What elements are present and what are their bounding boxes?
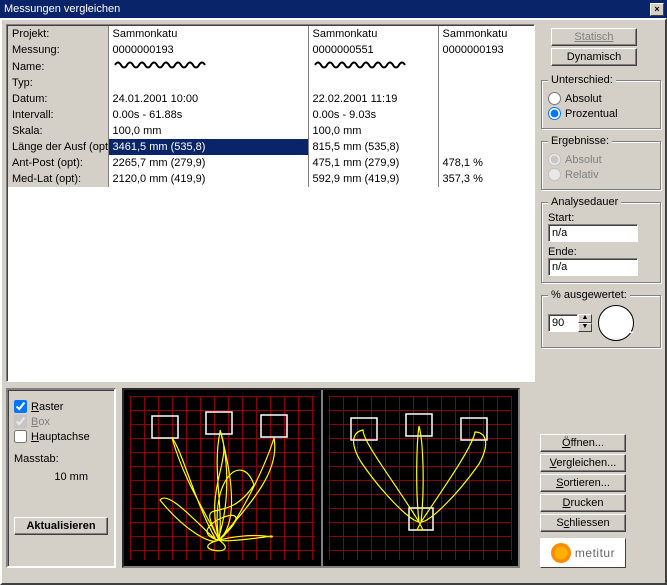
col2-datum: 22.02.2001 11:19 [308,91,438,107]
col2-intervall: 0.00s - 9.03s [308,107,438,123]
col1-datum: 24.01.2001 10:00 [108,91,308,107]
label-datum: Datum: [8,91,108,107]
pie-icon [598,305,634,341]
col3-messung: 0000000193 [438,42,533,58]
ende-input[interactable] [548,258,638,276]
col1-antpost[interactable]: 2265,7 mm (279,9) [108,155,308,171]
start-input[interactable] [548,224,638,242]
col1-skala: 100,0 mm [108,123,308,139]
col2-medlat[interactable]: 592,9 mm (419,9) [308,171,438,187]
label-typ: Typ: [8,75,108,91]
label-laenge: Länge der Ausf (opt): [8,139,108,155]
col1-messung: 0000000193 [108,42,308,58]
col3-projekt: Sammonkatu [438,26,533,42]
label-intervall: Intervall: [8,107,108,123]
radio-absolut[interactable]: Absolut [548,92,654,105]
drucken-button[interactable]: Drucken [540,494,626,512]
col3-medlat: 357,3 % [438,171,533,187]
col2-skala: 100,0 mm [308,123,438,139]
sortieren-button[interactable]: Sortieren... [540,474,626,492]
sun-icon [551,543,571,563]
pct-up-icon[interactable]: ▲ [578,314,592,323]
col1-laenge[interactable]: 3461,5 mm (535,8) [108,139,308,155]
measurements-table: Projekt: Sammonkatu Sammonkatu Sammonkat… [6,24,535,382]
massstab-value: 10 mm [14,471,108,483]
label-messung: Messung: [8,42,108,58]
start-label: Start: [548,212,654,224]
label-projekt: Projekt: [8,26,108,42]
pct-label: % ausgewertet: [548,289,630,301]
statisch-button[interactable]: Statisch [551,28,637,46]
vergleichen-button[interactable]: Vergleichen... [540,454,626,472]
schliessen-button[interactable]: Schliessen [540,514,626,532]
plots-panel [122,388,520,568]
pct-input[interactable] [548,314,578,332]
pct-group: % ausgewertet: ▲ ▼ [541,289,661,348]
col1-name [108,58,308,75]
analysedauer-legend: Analysedauer [548,196,621,208]
unterschied-legend: Unterschied: [548,74,616,86]
radio-prozentual[interactable]: Prozentual [548,107,654,120]
massstab-label: Masstab: [14,453,108,465]
dynamisch-button[interactable]: Dynamisch [551,48,637,66]
radio-erg-absolut[interactable]: Absolut [548,153,654,166]
pct-down-icon[interactable]: ▼ [578,323,592,332]
label-name: Name: [8,58,108,75]
aktualisieren-button[interactable]: Aktualisieren [14,517,108,535]
close-icon[interactable]: × [650,3,664,16]
plot-left [124,390,321,566]
label-medlat: Med-Lat (opt): [8,171,108,187]
window-title: Messungen vergleichen [4,0,120,18]
check-raster[interactable]: Raster [14,400,108,413]
oeffnen-button[interactable]: Öffnen... [540,434,626,452]
ergebnisse-group: Ergebnisse: Absolut Relativ [541,135,661,190]
col1-intervall: 0.00s - 61.88s [108,107,308,123]
check-hauptachse[interactable]: Hauptachse [14,430,108,443]
col2-antpost[interactable]: 475,1 mm (279,9) [308,155,438,171]
label-skala: Skala: [8,123,108,139]
logo: metitur [540,538,626,568]
unterschied-group: Unterschied: Absolut Prozentual [541,74,661,129]
col1-medlat[interactable]: 2120,0 mm (419,9) [108,171,308,187]
col2-messung: 0000000551 [308,42,438,58]
ergebnisse-legend: Ergebnisse: [548,135,612,147]
ende-label: Ende: [548,246,654,258]
col1-projekt: Sammonkatu [108,26,308,42]
check-box[interactable]: Box [14,415,108,428]
plot-right [321,390,518,566]
col2-name [308,58,438,75]
col2-projekt: Sammonkatu [308,26,438,42]
analysedauer-group: Analysedauer Start: Ende: [541,196,661,283]
radio-erg-relativ[interactable]: Relativ [548,168,654,181]
col2-laenge[interactable]: 815,5 mm (535,8) [308,139,438,155]
col3-antpost: 478,1 % [438,155,533,171]
label-antpost: Ant-Post (opt): [8,155,108,171]
